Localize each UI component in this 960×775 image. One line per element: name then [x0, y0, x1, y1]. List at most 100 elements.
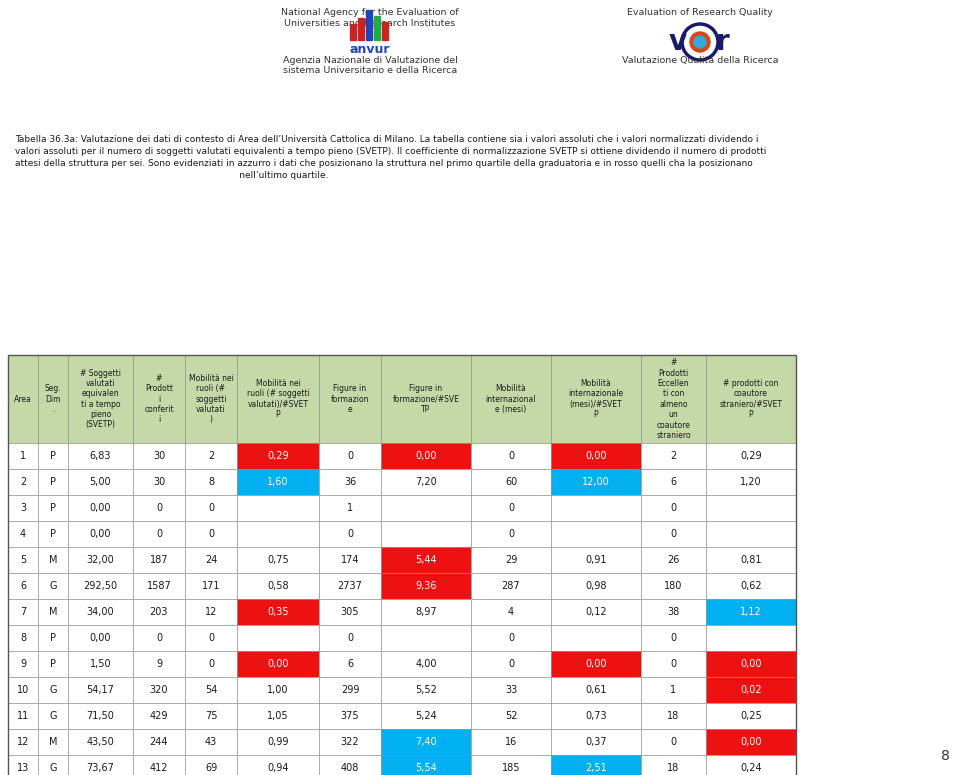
Text: 2: 2 — [670, 451, 677, 461]
Text: 9: 9 — [20, 659, 26, 669]
Text: 0: 0 — [670, 633, 677, 643]
Bar — [319, 547, 381, 573]
Bar — [133, 755, 185, 775]
Text: 18: 18 — [667, 711, 680, 721]
Text: 38: 38 — [667, 607, 680, 617]
Bar — [471, 729, 551, 755]
Text: 26: 26 — [667, 555, 680, 565]
Bar — [381, 755, 471, 775]
Text: #
Prodott
i
conferit
i: # Prodott i conferit i — [144, 374, 174, 424]
Text: Universities and Research Institutes: Universities and Research Institutes — [284, 19, 456, 28]
Bar — [68, 703, 133, 729]
Bar — [68, 443, 133, 469]
Bar — [319, 495, 381, 521]
Circle shape — [690, 32, 710, 52]
Bar — [641, 729, 706, 755]
Text: 0,94: 0,94 — [267, 763, 289, 773]
Bar — [185, 521, 237, 547]
Text: 0,00: 0,00 — [586, 659, 607, 669]
Text: 1: 1 — [347, 503, 353, 513]
Bar — [358, 18, 364, 40]
Bar — [38, 443, 68, 469]
Text: 1,60: 1,60 — [267, 477, 289, 487]
Bar — [706, 625, 796, 651]
Text: 24: 24 — [204, 555, 217, 565]
Text: 322: 322 — [341, 737, 359, 747]
Text: 0,99: 0,99 — [267, 737, 289, 747]
Text: 0: 0 — [670, 503, 677, 513]
Text: 54,17: 54,17 — [86, 685, 114, 695]
Text: 0,61: 0,61 — [586, 685, 607, 695]
Bar — [706, 355, 796, 443]
Text: 0: 0 — [670, 659, 677, 669]
Bar — [471, 651, 551, 677]
Bar — [68, 573, 133, 599]
Text: P: P — [50, 659, 56, 669]
Text: 1,00: 1,00 — [267, 685, 289, 695]
Text: valori assoluti per il numero di soggetti valutati equivalenti a tempo pieno (SV: valori assoluti per il numero di soggett… — [15, 147, 766, 156]
Text: 2: 2 — [208, 451, 214, 461]
Text: 0,98: 0,98 — [586, 581, 607, 591]
Bar — [641, 521, 706, 547]
Bar — [381, 443, 471, 469]
Bar — [551, 729, 641, 755]
Bar — [381, 355, 471, 443]
Text: nell’ultimo quartile.: nell’ultimo quartile. — [15, 171, 328, 180]
Bar — [471, 469, 551, 495]
Text: Mobilità
internazionale
(mesi)/#SVET
P: Mobilità internazionale (mesi)/#SVET P — [568, 379, 624, 419]
Bar — [551, 469, 641, 495]
Bar — [185, 443, 237, 469]
Text: 0,62: 0,62 — [740, 581, 762, 591]
Text: 0,00: 0,00 — [89, 633, 111, 643]
Bar — [185, 677, 237, 703]
Bar — [706, 677, 796, 703]
Bar — [319, 703, 381, 729]
Bar — [68, 495, 133, 521]
Text: 8: 8 — [208, 477, 214, 487]
Text: 71,50: 71,50 — [86, 711, 114, 721]
Bar — [641, 443, 706, 469]
Bar — [8, 469, 38, 495]
Bar — [319, 625, 381, 651]
Bar — [641, 469, 706, 495]
Bar — [237, 443, 319, 469]
Bar — [641, 547, 706, 573]
Bar — [641, 755, 706, 775]
Bar — [381, 703, 471, 729]
Text: 0,29: 0,29 — [740, 451, 762, 461]
Bar — [237, 573, 319, 599]
Bar — [237, 521, 319, 547]
Text: 320: 320 — [150, 685, 168, 695]
Text: 5,24: 5,24 — [415, 711, 437, 721]
Text: 187: 187 — [150, 555, 168, 565]
Bar — [350, 24, 356, 40]
Text: 0: 0 — [670, 737, 677, 747]
Bar — [8, 521, 38, 547]
Text: 0: 0 — [508, 451, 514, 461]
Text: 13: 13 — [17, 763, 29, 773]
Bar — [471, 547, 551, 573]
Text: 0: 0 — [347, 451, 353, 461]
Bar — [641, 599, 706, 625]
Bar — [319, 755, 381, 775]
Bar — [237, 729, 319, 755]
Bar — [68, 469, 133, 495]
Text: 54: 54 — [204, 685, 217, 695]
Text: 3: 3 — [20, 503, 26, 513]
Circle shape — [694, 36, 706, 48]
Bar — [38, 651, 68, 677]
Bar — [68, 547, 133, 573]
Text: 0,58: 0,58 — [267, 581, 289, 591]
Bar — [185, 651, 237, 677]
Text: 32,00: 32,00 — [86, 555, 114, 565]
Text: 11: 11 — [17, 711, 29, 721]
Text: 73,67: 73,67 — [86, 763, 114, 773]
Bar — [706, 729, 796, 755]
Text: 1,20: 1,20 — [740, 477, 762, 487]
Text: 5,52: 5,52 — [415, 685, 437, 695]
Bar — [471, 625, 551, 651]
Bar — [641, 651, 706, 677]
Bar — [68, 355, 133, 443]
Bar — [133, 521, 185, 547]
Bar — [551, 443, 641, 469]
